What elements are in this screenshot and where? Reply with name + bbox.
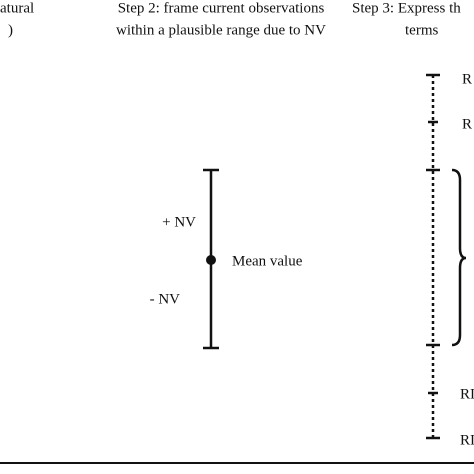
step3-label: R [462, 71, 472, 87]
mean-label: Mean value [232, 253, 303, 269]
plus-nv-label: + NV [162, 214, 196, 230]
step1-text: ) [8, 22, 13, 38]
step2-title: Step 2: frame current observations [118, 0, 325, 16]
step3-label: RI [460, 386, 474, 402]
step3-scale [426, 73, 467, 440]
step1-text: atural [0, 0, 34, 16]
minus-nv-label: - NV [150, 291, 181, 307]
step2-title: within a plausible range due to NV [116, 22, 326, 38]
step3-title: terms [405, 22, 438, 38]
nv-range [203, 168, 219, 350]
step3-label: R [462, 116, 472, 132]
step3-label: RI [460, 432, 474, 448]
step3-title: Step 3: Express th [352, 0, 461, 16]
